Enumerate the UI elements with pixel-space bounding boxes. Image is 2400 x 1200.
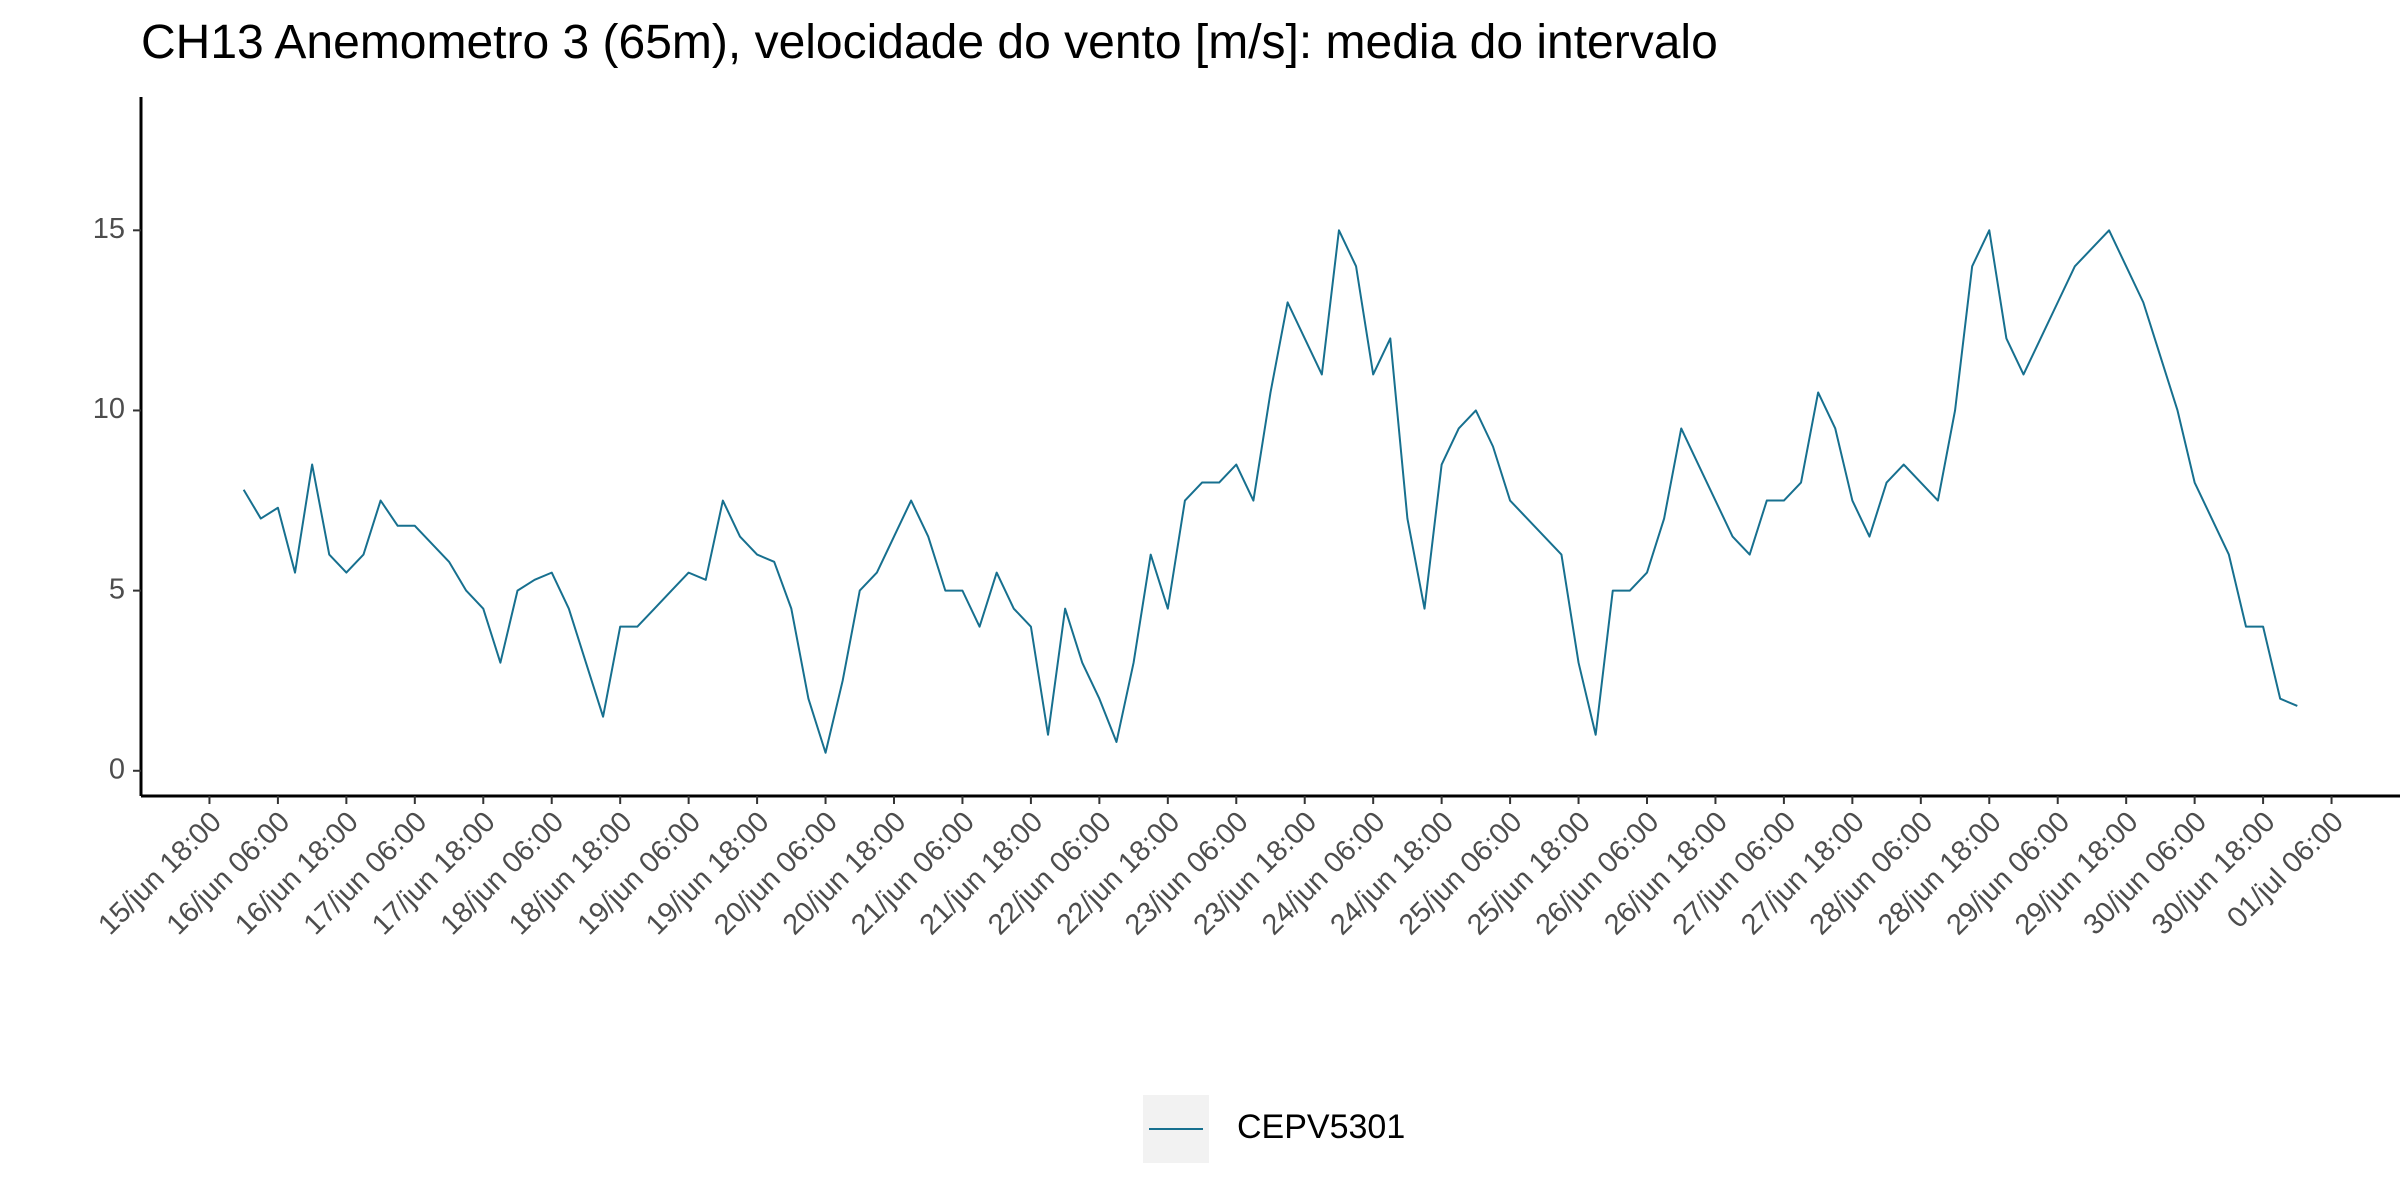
y-tick-label: 15 [93, 213, 125, 245]
series-line [242, 229, 2298, 754]
y-tick-label: 0 [109, 753, 125, 785]
chart-title: CH13 Anemometro 3 (65m), velocidade do v… [141, 16, 1718, 69]
y-tick-label: 10 [93, 393, 125, 425]
y-tick-label: 5 [109, 573, 125, 605]
legend-label: CEPV5301 [1237, 1108, 1405, 1146]
